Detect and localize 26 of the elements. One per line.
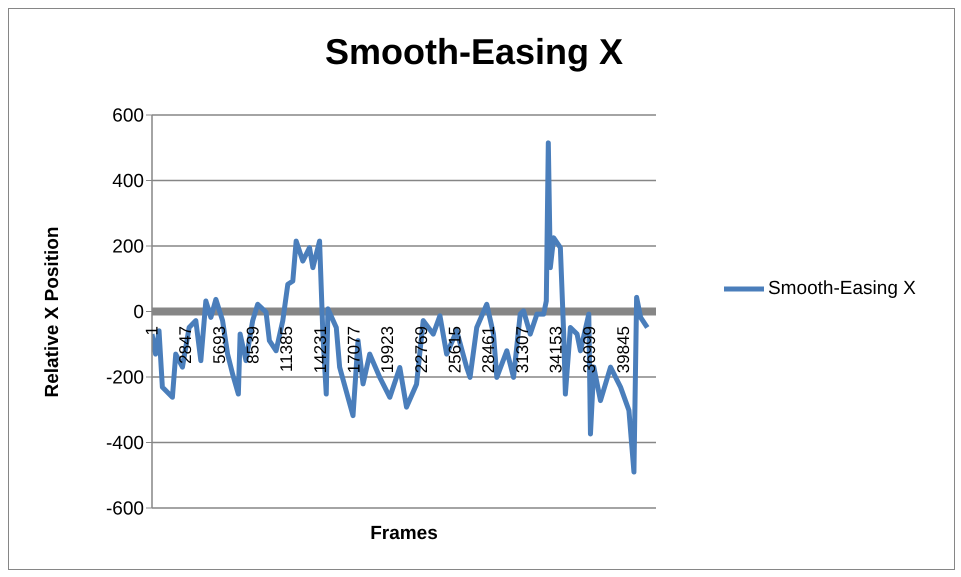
x-tick-label: 28461: [479, 326, 498, 374]
y-tick-label: 200: [112, 236, 144, 258]
x-tick-label: 2847: [176, 326, 196, 364]
x-tick-label: 34153: [546, 326, 566, 374]
x-tick-label: 25615: [446, 326, 465, 374]
y-tick-label: -400: [106, 433, 144, 454]
chart-title: Smooth-Easing X: [324, 31, 624, 73]
y-tick-label: 0: [133, 302, 144, 324]
x-tick-label: 5693: [210, 326, 229, 364]
x-tick-label: 19923: [378, 326, 398, 374]
y-tick-label: -200: [106, 368, 144, 389]
x-axis-title: Frames: [369, 523, 439, 545]
y-tick-label: 400: [112, 171, 144, 192]
x-tick-label: 22769: [412, 326, 431, 374]
x-tick-label: 31307: [512, 326, 532, 374]
x-tick-label: 11385: [277, 326, 296, 372]
y-axis-title: Relative X Position: [42, 226, 64, 398]
x-tick-label: 8539: [244, 326, 263, 364]
x-tick-label: 17077: [344, 326, 364, 374]
y-tick-label: 600: [112, 106, 144, 127]
x-tick-label: 36999: [580, 326, 600, 374]
x-tick-label: 39845: [614, 326, 633, 374]
x-tick-label: 14231: [310, 326, 330, 374]
x-tick-label: 1: [142, 326, 162, 336]
y-tick-label: -600: [106, 498, 144, 520]
legend-label: Smooth-Easing X: [768, 278, 916, 300]
